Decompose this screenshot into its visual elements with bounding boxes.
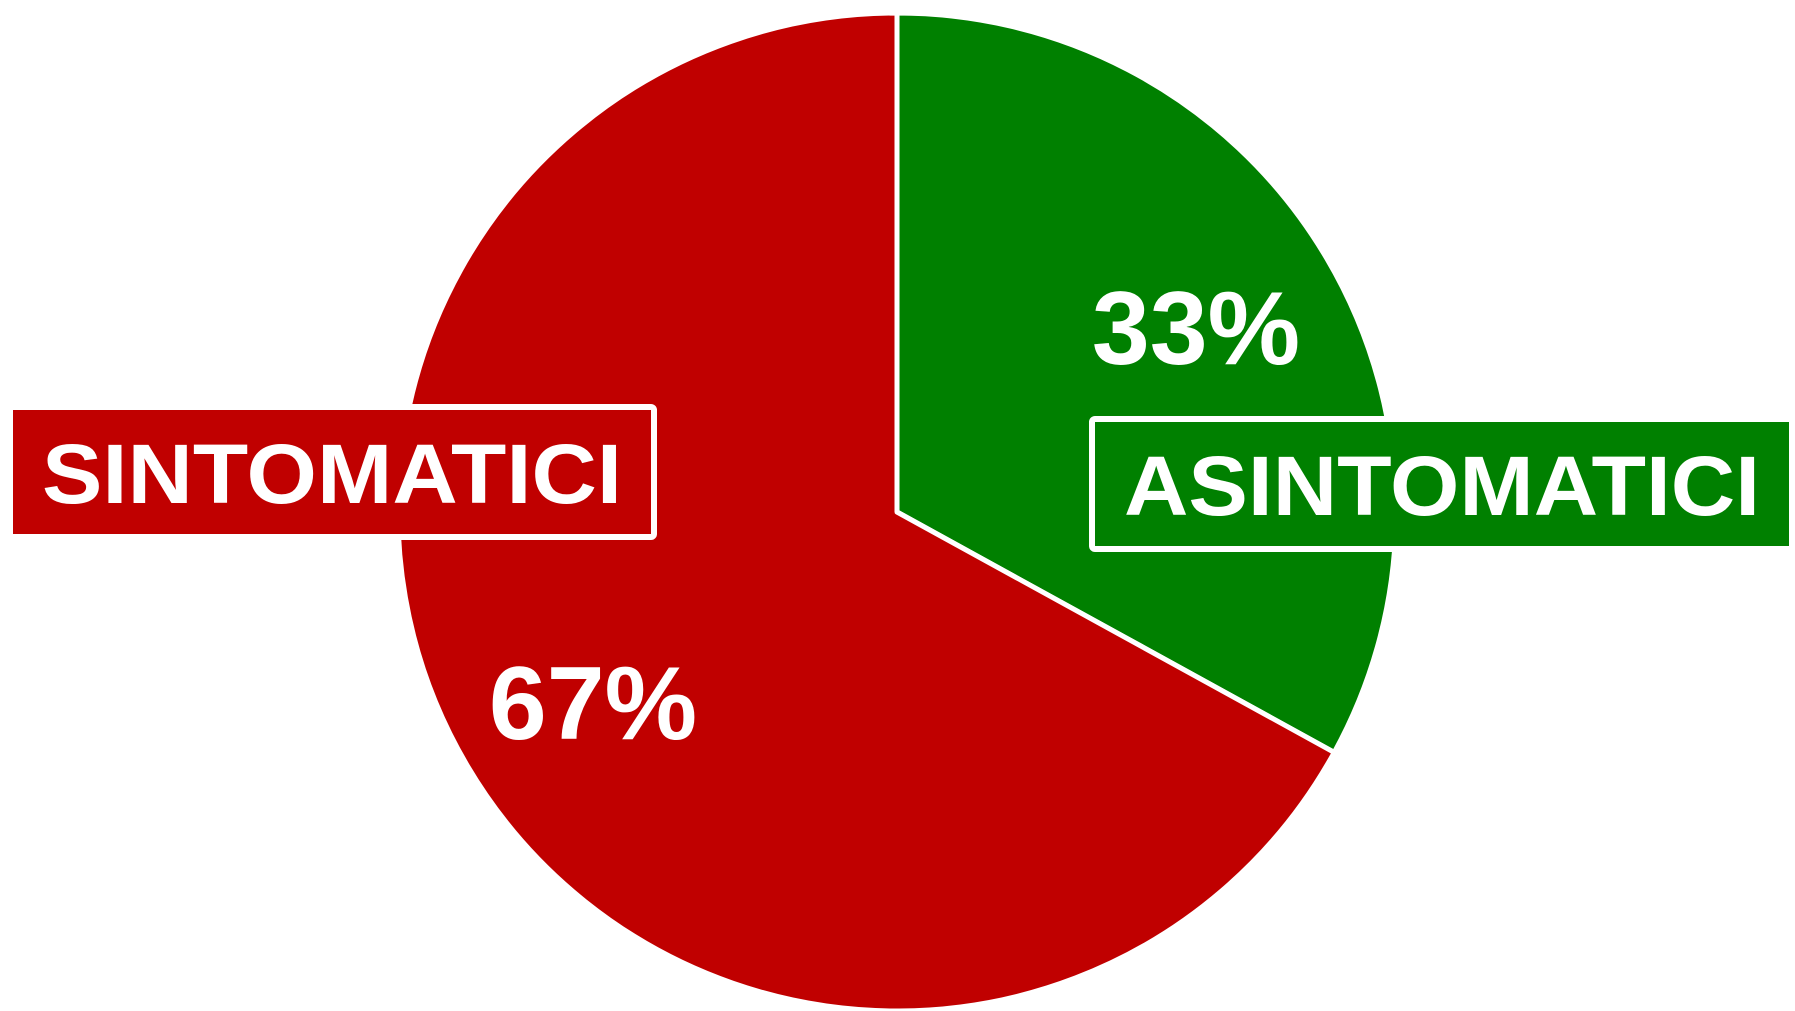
pie-slice xyxy=(894,10,1399,755)
category-box xyxy=(7,404,657,540)
category-label: ASINTOMATICI xyxy=(1124,439,1760,533)
category-box xyxy=(1089,416,1795,552)
category-label: SINTOMATICI xyxy=(42,427,622,521)
value-label: 67% xyxy=(489,646,697,762)
pie-slice xyxy=(395,10,1337,1011)
value-label: 33% xyxy=(1092,271,1300,387)
